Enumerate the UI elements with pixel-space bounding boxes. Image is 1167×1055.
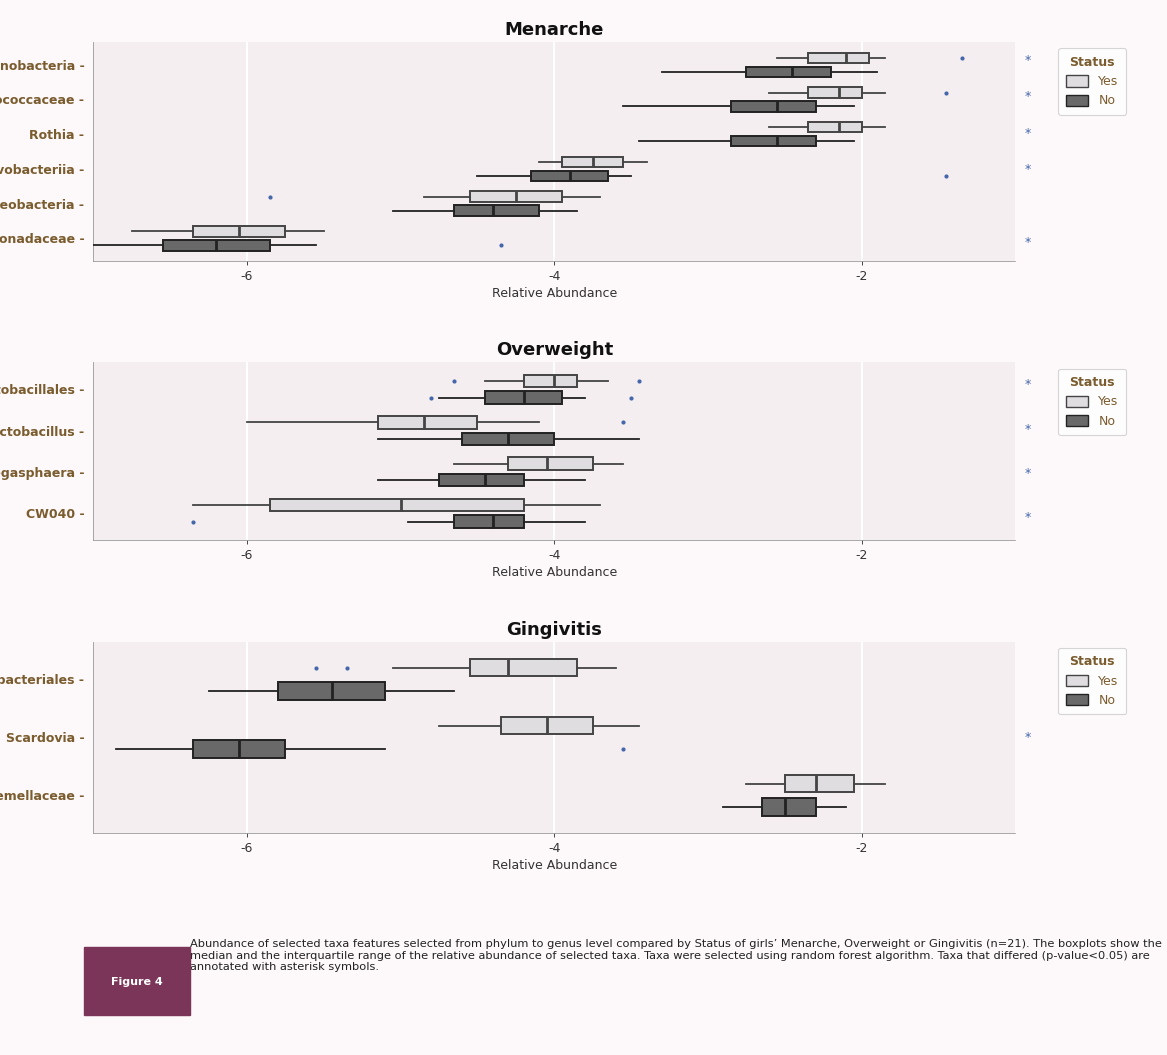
FancyBboxPatch shape — [84, 947, 190, 1015]
Legend: Yes, No: Yes, No — [1058, 648, 1126, 714]
Bar — [194, 226, 286, 236]
Text: Abundance of selected taxa features selected from phylum to genus level compared: Abundance of selected taxa features sele… — [190, 939, 1162, 972]
Bar — [454, 515, 524, 528]
Bar — [747, 66, 831, 77]
Bar — [731, 101, 816, 112]
Text: *: * — [1025, 54, 1030, 66]
X-axis label: Relative Abundance: Relative Abundance — [491, 567, 617, 579]
Legend: Yes, No: Yes, No — [1058, 49, 1126, 115]
Title: Gingivitis: Gingivitis — [506, 620, 602, 638]
Bar — [762, 799, 816, 816]
X-axis label: Relative Abundance: Relative Abundance — [491, 859, 617, 872]
Text: *: * — [1025, 731, 1030, 744]
Bar — [470, 192, 562, 202]
Bar — [378, 416, 477, 428]
X-axis label: Relative Abundance: Relative Abundance — [491, 287, 617, 300]
Title: Overweight: Overweight — [496, 342, 613, 360]
Bar — [439, 474, 524, 486]
Text: *: * — [1025, 127, 1030, 140]
Bar — [485, 391, 562, 404]
Bar — [508, 458, 593, 469]
Bar — [470, 659, 578, 676]
Title: Menarche: Menarche — [504, 21, 605, 39]
Bar — [454, 206, 539, 216]
Bar — [462, 433, 554, 445]
Bar — [808, 53, 869, 63]
Bar — [194, 741, 286, 757]
Bar — [808, 88, 861, 98]
Bar — [501, 717, 593, 734]
Bar — [562, 157, 623, 167]
Bar — [278, 683, 385, 699]
Text: *: * — [1025, 378, 1030, 391]
Bar — [524, 375, 578, 387]
Text: *: * — [1025, 91, 1030, 103]
Text: Figure 4: Figure 4 — [111, 977, 162, 986]
Bar — [531, 171, 608, 181]
Bar — [162, 241, 270, 250]
Bar — [808, 122, 861, 133]
Text: *: * — [1025, 423, 1030, 436]
Bar — [784, 775, 854, 792]
Legend: Yes, No: Yes, No — [1058, 368, 1126, 435]
Text: *: * — [1025, 236, 1030, 249]
Text: *: * — [1025, 512, 1030, 524]
Text: *: * — [1025, 164, 1030, 176]
Bar — [731, 136, 816, 147]
Text: *: * — [1025, 467, 1030, 480]
Bar — [270, 499, 524, 512]
